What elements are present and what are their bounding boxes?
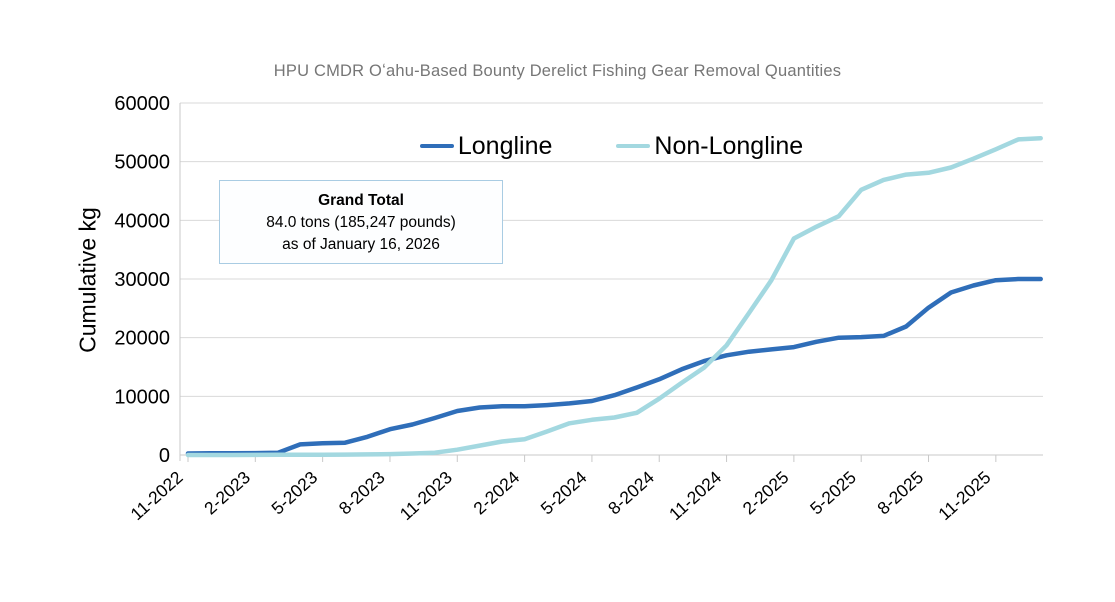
non-longline-legend-swatch-icon — [616, 143, 651, 149]
legend-label-non-longline: Non-Longline — [654, 131, 804, 160]
longline-legend-swatch-icon — [419, 143, 454, 149]
x-tick-label: 8-2024 — [604, 467, 658, 519]
y-tick-label: 60000 — [114, 93, 170, 115]
non-longline-series-line — [185, 135, 1043, 458]
x-tick-label: 5-2024 — [537, 467, 591, 519]
x-tick-label: 11-2022 — [127, 467, 187, 524]
chart-legend: Longline Non-Longline — [180, 127, 1043, 165]
x-tick-label: 8-2025 — [873, 467, 927, 518]
legend-label-longline: Longline — [457, 131, 553, 160]
grand-total-annotation: Grand Total 84.0 tons (185,247 pounds) a… — [219, 180, 503, 264]
chart-title: HPU CMDR Oʻahu-Based Bounty Derelict Fis… — [273, 62, 842, 80]
longline-series-line — [185, 276, 1043, 456]
x-tick-label: 5-2023 — [267, 467, 321, 518]
x-tick-label: 2-2024 — [469, 467, 523, 519]
y-tick-label: 30000 — [114, 269, 170, 291]
x-tick-label: 2-2023 — [200, 467, 254, 518]
x-tick-label: 11-2025 — [934, 467, 994, 524]
grand-total-amount: 84.0 tons (185,247 pounds) — [266, 214, 456, 231]
legend-item-non-longline: Non-Longline — [616, 132, 803, 161]
legend-item-longline: Longline — [419, 131, 553, 161]
x-tick-label: 11-2024 — [665, 467, 725, 524]
grand-total-date: as of January 16, 2026 — [282, 236, 440, 253]
y-tick-label: 50000 — [114, 152, 170, 174]
y-tick-label: 10000 — [114, 386, 170, 408]
x-tick-label: 5-2025 — [806, 467, 860, 518]
y-tick-label: 0 — [159, 445, 170, 467]
x-tick-label: 8-2023 — [335, 467, 389, 518]
y-tick-label: 40000 — [114, 210, 170, 232]
y-axis-title: Cumulative kg — [74, 207, 101, 353]
x-tick-label: 2-2025 — [739, 467, 793, 518]
y-tick-label: 20000 — [114, 328, 170, 350]
x-tick-label: 11-2023 — [396, 467, 456, 524]
grand-total-title: Grand Total — [318, 192, 404, 209]
